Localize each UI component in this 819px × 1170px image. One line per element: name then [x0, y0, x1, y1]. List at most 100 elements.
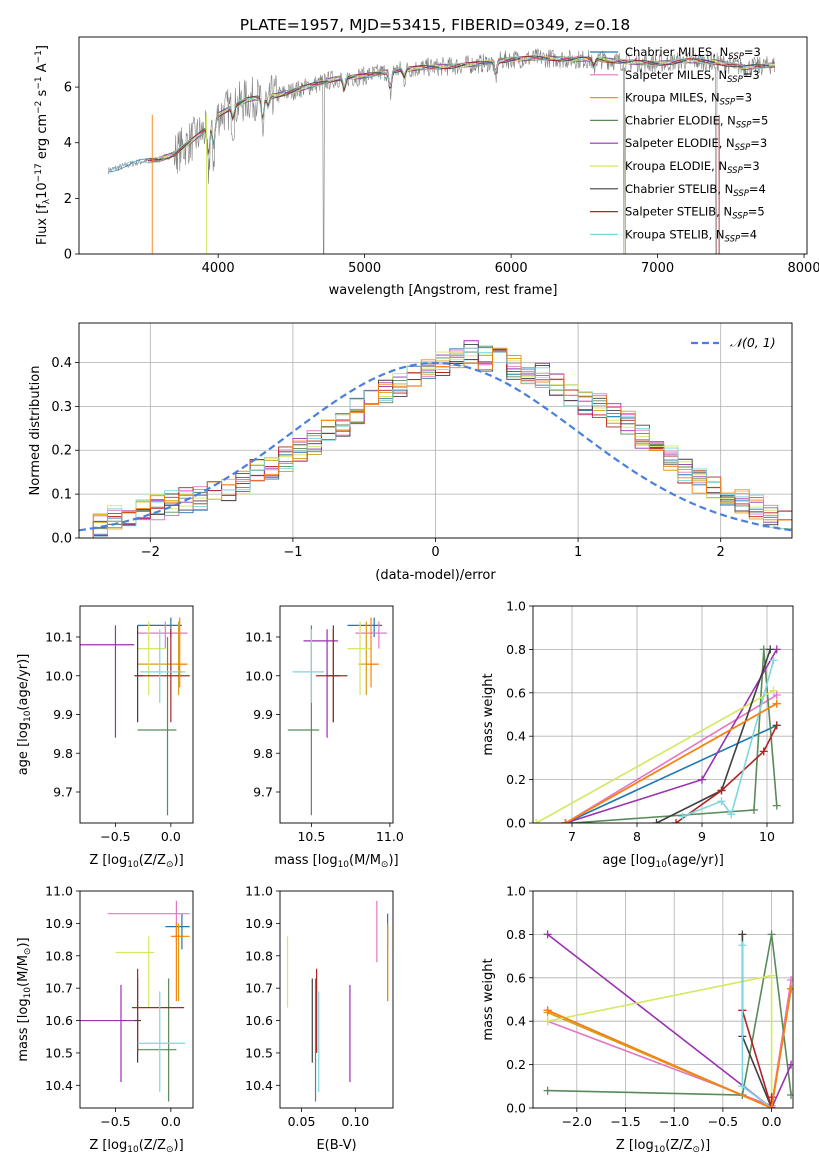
weight-point-marker: [767, 971, 776, 980]
weight-point-marker: [787, 1090, 793, 1099]
y-axis-label-part: age [log: [16, 722, 31, 775]
weight-point-marker: [787, 984, 793, 993]
x-tick-label: −1.0: [659, 1114, 689, 1129]
axes-frame: [79, 890, 194, 1109]
x-tick-label: 8: [633, 829, 641, 844]
weight-point-marker: [561, 819, 570, 823]
y-axis-label-part: λ: [42, 198, 52, 204]
x-axis-label-part: (M/M: [349, 853, 381, 868]
x-axis-label-part: ⊙: [381, 860, 389, 870]
x-tick-label: 2: [717, 545, 725, 560]
y-tick-label: 10.4: [245, 1078, 273, 1093]
weight-series-line: [565, 694, 778, 823]
x-tick-label: 10: [759, 829, 775, 844]
y-tick-label: 0.2: [506, 772, 526, 787]
legend-tail: =3: [735, 91, 752, 105]
legend-tail: =3: [744, 45, 761, 59]
y-axis-label-part: −2: [34, 101, 44, 114]
x-tick-label: 1: [574, 545, 582, 560]
y-axis-label-part: mass [log: [16, 998, 31, 1061]
spectrum-axes: 4000 5000 6000 7000 8000 0 2 4 6 wavelength [Angs…: [34, 36, 819, 298]
weight-point-marker: [672, 819, 680, 823]
weight-series-line: [547, 988, 792, 1108]
axes-frame: [279, 890, 394, 1109]
y-axis-label-part: A: [35, 63, 50, 76]
y-tick-label: 11.0: [245, 884, 273, 899]
x-tick-label: −0.5: [100, 1114, 130, 1129]
y-tick-label: 10.1: [45, 630, 73, 645]
y-tick-label: 0.8: [506, 642, 526, 657]
y-axis-label: mass [log10(M/M⊙)]: [16, 937, 33, 1061]
x-axis-label-part: 10: [654, 1145, 666, 1155]
y-tick-label: 10.0: [245, 668, 273, 683]
weight-point-marker: [750, 805, 758, 814]
y-axis-label: Flux [fλ10−17 erg cm−2 s−1 A−1]: [34, 45, 52, 245]
legend-name: Kroupa MILES, N: [625, 91, 720, 105]
axes-frame: [79, 605, 194, 824]
legend-sub: SSP: [720, 98, 736, 108]
x-tick-label: −2.0: [562, 1114, 592, 1129]
weight-point-marker: [717, 786, 726, 795]
y-tick-label: 0.4: [51, 356, 72, 371]
x-axis-label: age [log10(age/yr)]: [602, 853, 724, 870]
weight_vs_Z-axes: −2.0 −1.5 −1.0 −0.5 0.0 0.0 0.2 0.4 0.6 0.8 1.0 mas…: [481, 884, 794, 1155]
x-tick-label: −0.5: [100, 829, 130, 844]
x-tick-label: 5000: [348, 261, 381, 276]
x-axis-label-part: Z [log: [616, 1138, 654, 1153]
weight-point-marker: [738, 941, 747, 950]
weight-series-line: [547, 979, 792, 1107]
x-axis-label: Z [log10(Z/Z⊙)]: [89, 853, 183, 870]
legend-entry: Chabrier ELODIE, NSSP=5: [625, 113, 768, 130]
y-tick-label: 9.9: [253, 707, 273, 722]
x-axis-label-part: ⊙: [692, 1145, 700, 1155]
x-axis-label: E(B-V): [316, 1138, 356, 1153]
x-axis-label-part: ⊙: [166, 1145, 174, 1155]
weight-point-marker: [652, 819, 661, 823]
weight-point-marker: [543, 1086, 552, 1095]
legend-name: Chabrier MILES, N: [625, 45, 728, 59]
y-tick-label: 0.3: [51, 400, 72, 415]
weight-point-marker: [769, 656, 778, 665]
y-tick-label: 0.4: [506, 729, 526, 744]
legend-entry: Kroupa MILES, NSSP=3: [625, 91, 752, 108]
figure-title: PLATE=1957, MJD=53415, FIBERID=0349, z=0…: [240, 16, 630, 34]
legend-name: Chabrier ELODIE, N: [625, 113, 736, 127]
y-tick-label: 11.0: [45, 884, 73, 899]
model-spectrum-line: [147, 56, 775, 164]
weight-series-line: [571, 649, 778, 823]
x-tick-label: 7000: [641, 261, 674, 276]
x-tick-label: −1.5: [610, 1114, 640, 1129]
axes-frame: [78, 322, 793, 539]
y-axis-label-part: 10: [35, 182, 50, 199]
weight-series-line: [535, 689, 774, 823]
normal-curve-line: [79, 361, 792, 532]
y-axis-label-part: erg cm: [35, 114, 50, 163]
y-axis-label: mass weight: [481, 958, 496, 1040]
x-tick-label: 6000: [495, 261, 528, 276]
y-tick-label: 10.8: [45, 948, 73, 963]
weight-point-marker: [772, 721, 781, 730]
x-axis-label: wavelength [Angstrom, rest frame]: [329, 283, 558, 298]
weight-series-line: [547, 934, 792, 1096]
x-axis-label-part: (Z/Z: [665, 1138, 692, 1153]
y-tick-label: 10.4: [45, 1078, 73, 1093]
weight-series-line: [547, 974, 773, 1108]
y-tick-label: 0: [64, 248, 72, 263]
residual-histogram-step: [79, 347, 792, 538]
weight-point-marker: [678, 812, 687, 821]
mass_vs_ebv-plot: [286, 900, 389, 1102]
weight_vs_Z-plot: [543, 930, 793, 1108]
x-axis-label-part: )]: [174, 1138, 184, 1153]
weight-series-line: [682, 660, 775, 818]
y-tick-label: 0.1: [51, 488, 72, 503]
y-tick-label: 10.0: [45, 668, 73, 683]
legend-sub: SSP: [733, 189, 749, 199]
residuals-plot: [79, 340, 792, 538]
mass_vs_ebv-axes: 0.05 0.10 10.4 10.5 10.6 10.7 10.8 10.9 11.0 E(B-…: [245, 884, 394, 1153]
x-axis-label-part: 10: [655, 860, 667, 870]
weight-point-marker: [533, 819, 541, 823]
legend-tail: =4: [749, 182, 766, 196]
weight-point-marker: [767, 930, 776, 939]
x-axis-label-part: 10: [338, 860, 350, 870]
